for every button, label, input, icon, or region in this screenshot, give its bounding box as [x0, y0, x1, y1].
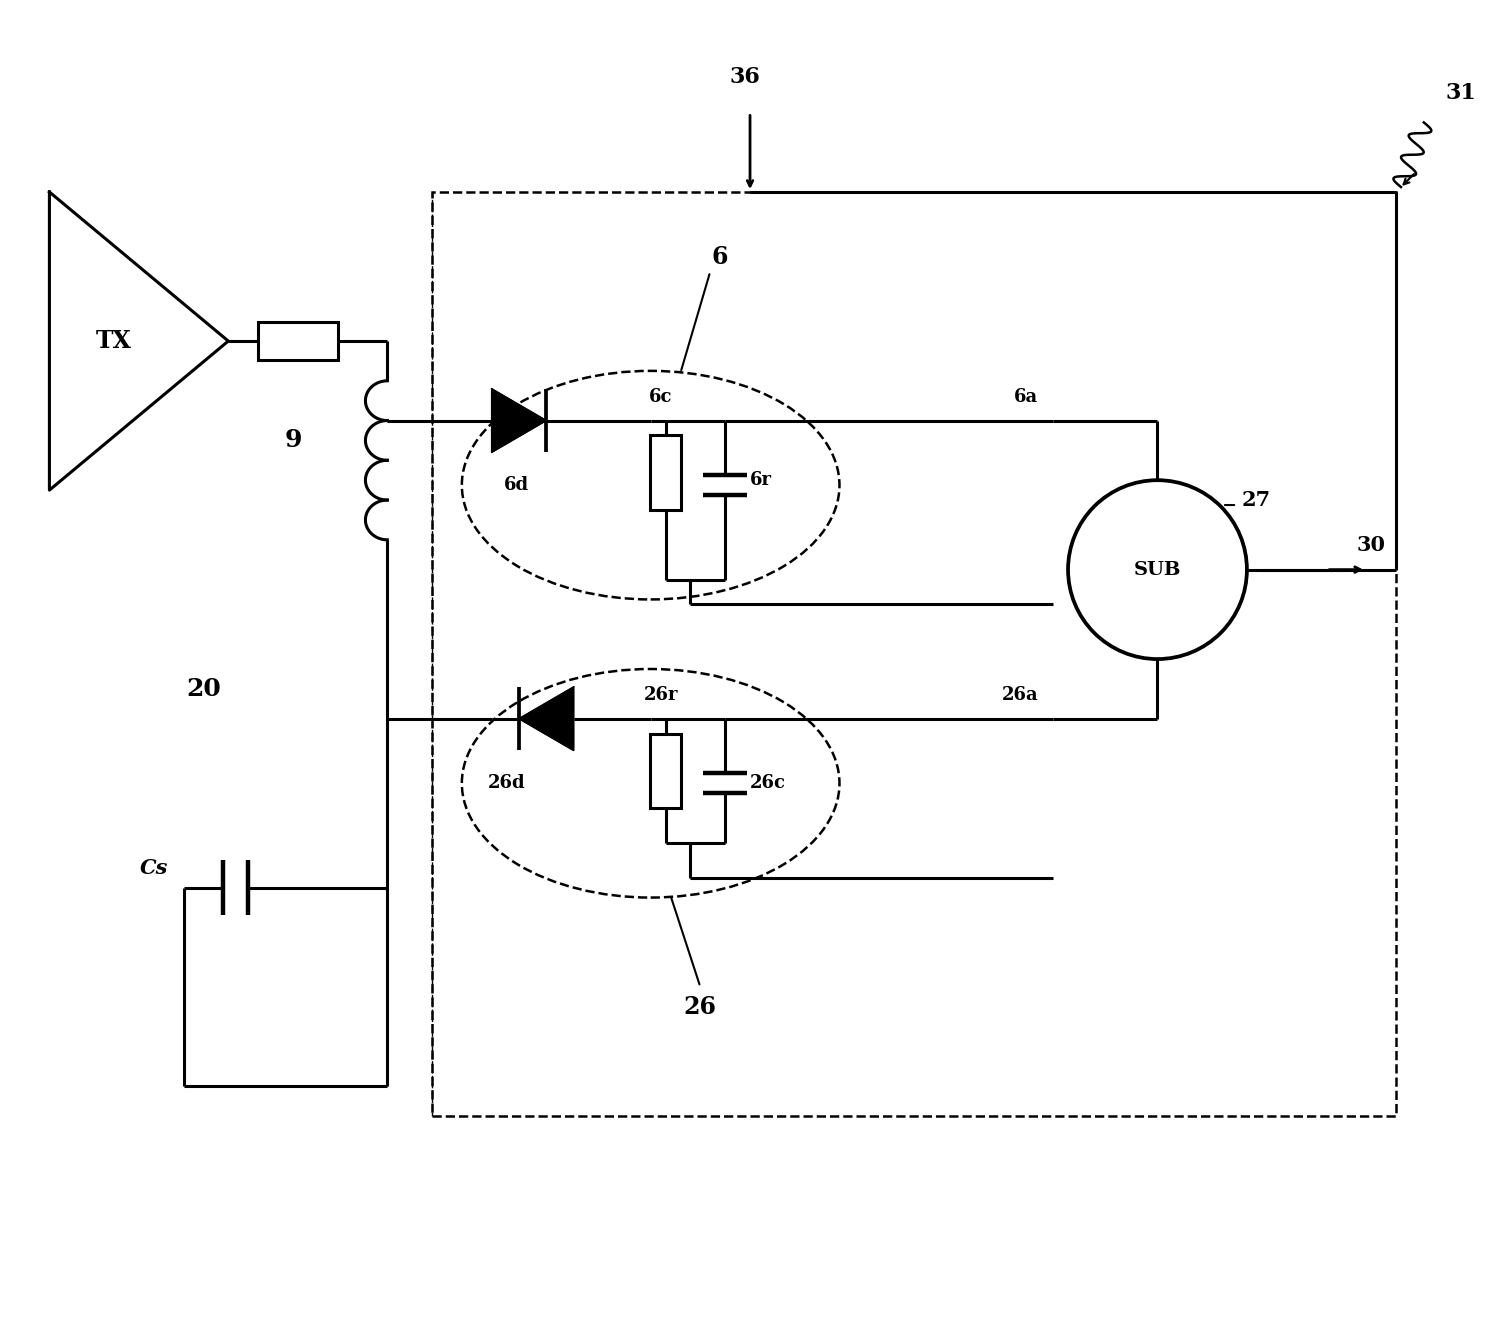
Text: 26d: 26d	[487, 774, 525, 793]
Bar	[650, 734, 682, 809]
Bar	[258, 323, 338, 360]
Polygon shape	[519, 687, 573, 750]
Bar	[650, 435, 682, 510]
Text: 36: 36	[730, 66, 761, 87]
Text: TX: TX	[97, 329, 131, 353]
Text: 6d: 6d	[504, 477, 530, 494]
Text: 6r: 6r	[750, 471, 773, 489]
Text: 26a: 26a	[1002, 686, 1038, 704]
Text: 27: 27	[1242, 490, 1271, 510]
Polygon shape	[492, 388, 546, 453]
Text: 26c: 26c	[750, 774, 786, 793]
Text: 6a: 6a	[1014, 388, 1038, 406]
Text: 31: 31	[1446, 82, 1476, 103]
Text: Cs: Cs	[139, 858, 167, 878]
Text: 30: 30	[1357, 534, 1385, 554]
Text: 6c: 6c	[649, 388, 673, 406]
Text: SUB: SUB	[1133, 561, 1182, 578]
Text: 26r: 26r	[643, 686, 678, 704]
Text: 26: 26	[684, 995, 717, 1019]
Text: 20: 20	[186, 678, 220, 700]
Text: 6: 6	[712, 245, 729, 269]
Text: 9: 9	[284, 428, 302, 453]
